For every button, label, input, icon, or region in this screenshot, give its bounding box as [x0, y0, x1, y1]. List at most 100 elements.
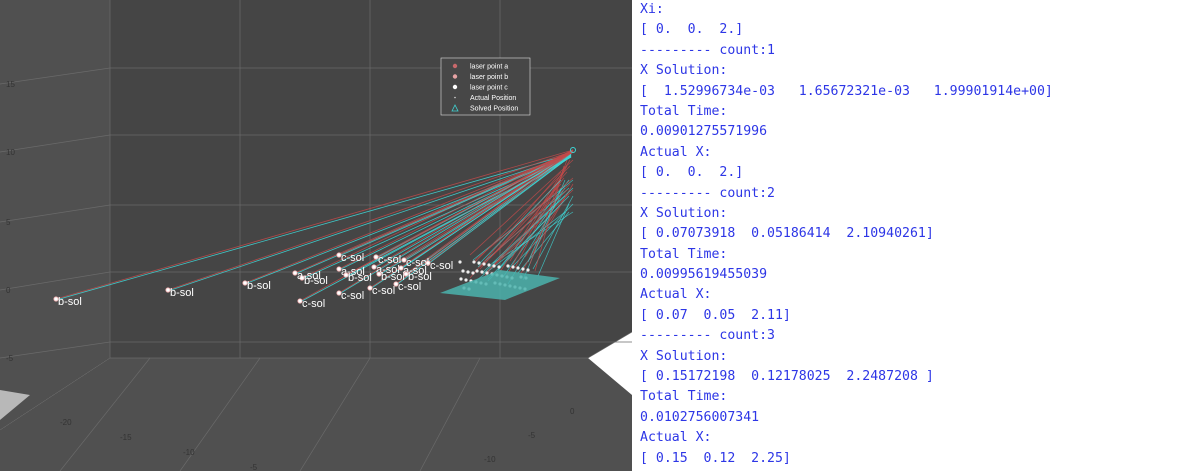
solution-point: [401, 257, 407, 263]
y-tick-label: 15: [6, 80, 15, 89]
console-line: 0.00901275571996: [640, 124, 768, 140]
legend-label: laser point a: [470, 64, 508, 71]
solution-point: [336, 290, 342, 296]
ray-line-red: [524, 189, 571, 258]
x-tick-label: -5: [250, 463, 258, 471]
legend-label: laser point b: [470, 74, 508, 81]
console-line: Actual X:: [640, 287, 712, 303]
ray-line-cyan: [338, 154, 572, 257]
cluster-point: [521, 267, 525, 271]
console-line: --------- count:1: [640, 42, 775, 58]
x-tick-label: -10: [183, 448, 195, 457]
solution-label: a-sol: [403, 265, 427, 277]
cluster-point: [458, 260, 462, 264]
z-tick-label: -10: [484, 455, 496, 464]
console-line: Total Time:: [640, 103, 728, 119]
solution-point: [242, 280, 248, 286]
ray-line-cyan: [477, 179, 562, 266]
console-line: [ 1.52996734e-03 1.65672321e-03 1.999019…: [640, 83, 1053, 99]
solution-label: c-sol: [398, 281, 421, 293]
console-line: [ 0.15172198 0.12178025 2.2487208 ]: [640, 369, 934, 385]
solution-point: [343, 272, 349, 278]
solution-label: b-sol: [348, 272, 372, 284]
legend-marker: [452, 84, 458, 90]
ray-line-cyan: [487, 195, 570, 280]
ray-line-red: [479, 183, 571, 268]
console-line: [ 0. 0. 2.]: [640, 22, 744, 38]
legend-label: Solved Position: [470, 106, 518, 113]
ray-line-red: [294, 150, 574, 274]
solution-point: [297, 298, 303, 304]
ray-line-red: [244, 151, 574, 284]
cluster-point: [472, 260, 476, 264]
solution-point: [403, 271, 409, 277]
ray-line-red: [338, 150, 574, 294]
ray-line-cyan: [527, 187, 562, 263]
console-output[interactable]: Xi: [ 0. 0. 2.] --------- count:1 X Solutio…: [640, 0, 1201, 471]
cluster-point: [497, 265, 501, 269]
solution-label: b-sol: [304, 275, 328, 287]
y-tick-label: -5: [6, 354, 14, 363]
solution-point: [425, 260, 431, 266]
legend-label: laser point c: [470, 85, 508, 92]
solution-label: a-sol: [376, 264, 400, 276]
ray-line-red: [484, 189, 568, 275]
console-line: [ 0.15 0.12 2.25]: [640, 450, 791, 466]
3d-plot-panel[interactable]: b-sol b-sol b-sol b-sol a-sol c-sol a-sol b-sol…: [0, 0, 632, 471]
legend-marker: [452, 63, 458, 69]
solution-label: b-sol: [381, 271, 405, 283]
cluster-point: [506, 264, 510, 268]
console-line: 0.00995619455039: [640, 267, 768, 283]
ray-line-red: [469, 171, 562, 279]
legend-marker: [454, 96, 456, 99]
solution-label: c-sol: [430, 260, 453, 272]
ray-line-cyan: [537, 203, 570, 277]
cluster-point: [516, 266, 520, 270]
cluster-point: [466, 270, 470, 274]
tick-layer: 15 10 5 0 -5 -20 -15 -10 -5 0 -5 -10: [6, 80, 575, 471]
y-tick-label: 5: [6, 218, 11, 227]
solution-label: b-sol: [408, 271, 432, 283]
solution-point: [367, 285, 373, 291]
ray-line-red: [378, 150, 574, 275]
solution-label: c-sol: [372, 285, 395, 297]
ray-line-cyan: [395, 155, 572, 286]
plot-frame-light: [0, 390, 30, 420]
solution-label: b-sol: [247, 280, 271, 292]
y-tick-label: 0: [6, 286, 11, 295]
solution-point: [373, 254, 379, 260]
console-line: Total Time:: [640, 246, 728, 262]
cluster-point: [485, 271, 489, 275]
solution-point: [299, 275, 305, 281]
solution-label: a-sol: [297, 270, 321, 282]
console-line: Actual X:: [640, 144, 712, 160]
ray-line-red: [369, 151, 574, 289]
solution-point: [165, 287, 171, 293]
console-line: X Solution:: [640, 348, 728, 364]
solution-label: c-sol: [406, 257, 429, 269]
cluster-point: [475, 269, 479, 273]
ray-line-red: [474, 165, 571, 263]
console-line: Xi:: [640, 2, 664, 17]
solution-point: [292, 270, 298, 276]
solution-label: c-sol: [378, 254, 401, 266]
solution-label: c-sol: [302, 298, 325, 310]
ray-line-red: [534, 165, 565, 272]
cluster-point: [492, 264, 496, 268]
ray-line-red: [301, 149, 574, 279]
legend-marker: [451, 104, 459, 112]
cluster-point: [461, 269, 465, 273]
cluster-point: [471, 271, 475, 275]
cluster-point: [459, 277, 463, 281]
console-line: --------- count:2: [640, 185, 775, 201]
cluster-point: [482, 262, 486, 266]
cluster-point: [480, 270, 484, 274]
ray-line-cyan: [532, 195, 574, 270]
cluster-point: [526, 268, 530, 272]
ray-line-red: [514, 177, 562, 269]
solution-label: c-sol: [341, 252, 364, 264]
console-line: [ 0.07 0.05 2.11]: [640, 307, 791, 323]
x-tick-label: -20: [60, 418, 72, 427]
cluster-point: [464, 278, 468, 282]
